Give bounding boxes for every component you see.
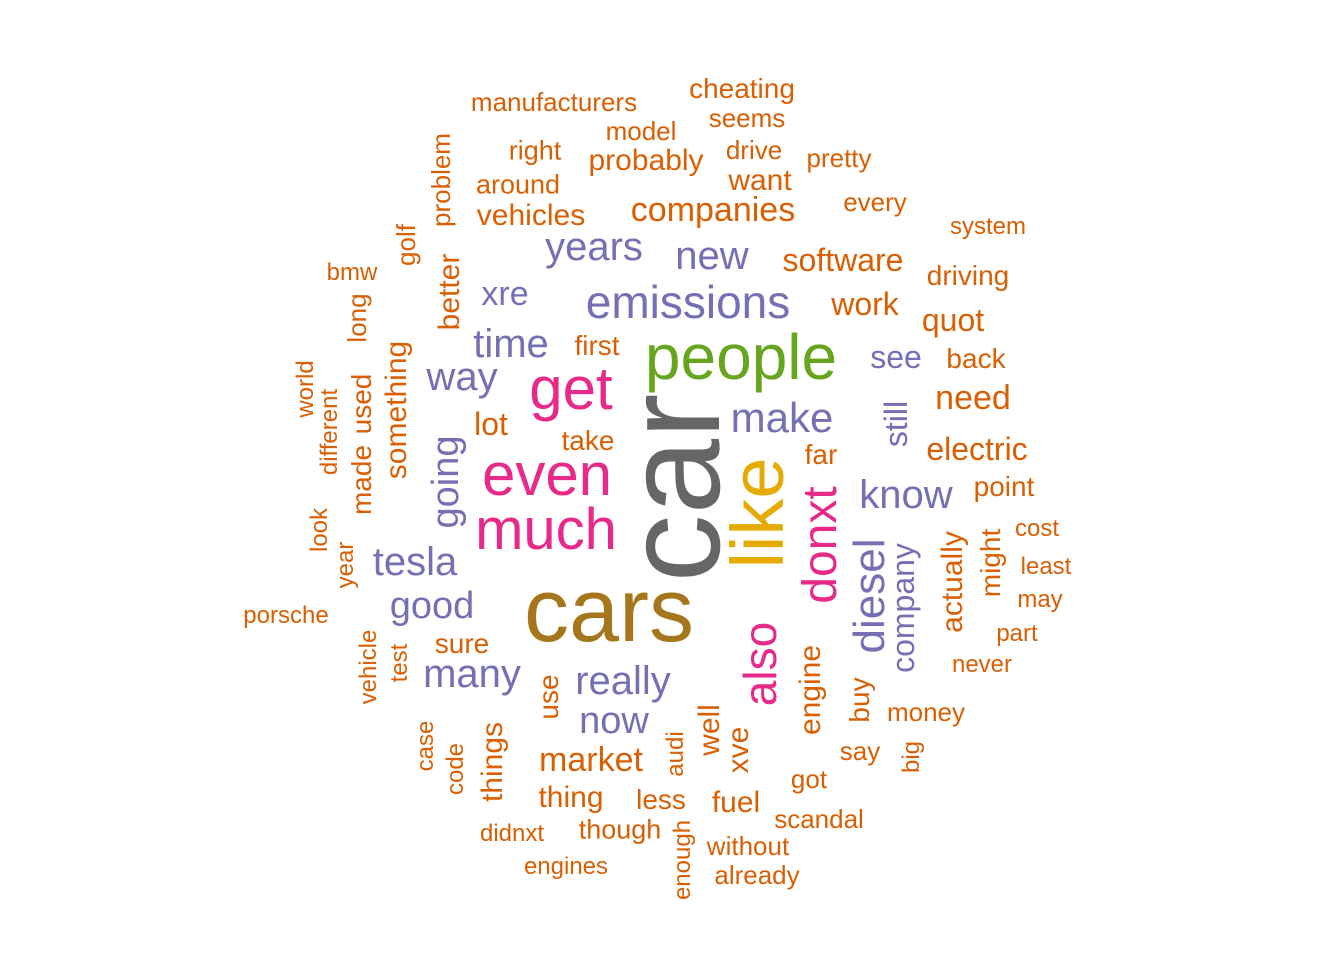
word-better: better — [433, 253, 466, 331]
word-already: already — [714, 860, 800, 890]
word-back: back — [946, 343, 1006, 374]
word-really: really — [575, 659, 671, 703]
word-still: still — [878, 400, 914, 448]
word-pretty: pretty — [806, 143, 872, 173]
word-didnxt: didnxt — [479, 820, 545, 847]
word-people: people — [644, 321, 838, 393]
word-actually: actually — [936, 531, 969, 633]
word-now: now — [579, 700, 649, 742]
word-enough: enough — [669, 819, 696, 901]
word-scandal: scandal — [774, 804, 864, 834]
word-like: like — [716, 457, 799, 569]
word-drive: drive — [725, 135, 783, 165]
word-company: company — [885, 543, 921, 673]
word-world: world — [292, 360, 319, 418]
word-without: without — [706, 831, 790, 861]
word-sure: sure — [434, 628, 490, 659]
word-probably: probably — [588, 144, 704, 177]
word-software: software — [782, 242, 904, 278]
word-far: far — [804, 439, 838, 470]
word-never: never — [951, 651, 1013, 678]
word-much: much — [475, 497, 617, 562]
word-problem: problem — [426, 133, 456, 227]
word-part: part — [996, 620, 1038, 647]
word-look: look — [306, 507, 333, 553]
word-also: also — [734, 621, 786, 707]
word-long: long — [342, 293, 372, 343]
word-new: new — [675, 234, 749, 278]
word-things: things — [476, 721, 509, 803]
word-used: used — [346, 373, 377, 435]
word-year: year — [332, 541, 359, 589]
word-might: might — [975, 528, 1006, 598]
word-driving: driving — [926, 260, 1010, 291]
word-model: model — [605, 116, 677, 146]
word-buy: buy — [844, 677, 875, 723]
word-bmw: bmw — [326, 259, 378, 286]
word-big: big — [898, 740, 925, 774]
word-made: made — [346, 444, 377, 516]
word-every: every — [843, 187, 907, 217]
word-vehicles: vehicles — [476, 199, 586, 232]
word-emissions: emissions — [585, 276, 791, 328]
word-way: way — [426, 355, 498, 399]
word-porsche: porsche — [243, 602, 329, 629]
word-code: code — [442, 742, 469, 796]
word-audi: audi — [662, 731, 689, 777]
word-good: good — [389, 585, 475, 627]
word-tesla: tesla — [372, 540, 458, 584]
word-test: test — [386, 643, 413, 683]
word-need: need — [935, 379, 1011, 417]
word-golf: golf — [391, 224, 421, 266]
word-say: say — [839, 736, 881, 766]
word-years: years — [545, 225, 643, 269]
word-know: know — [859, 473, 953, 517]
word-manufacturers: manufacturers — [470, 87, 638, 117]
word-well: well — [693, 704, 726, 756]
word-money: money — [886, 697, 966, 727]
word-lot: lot — [474, 406, 508, 442]
word-market: market — [539, 741, 643, 779]
word-see: see — [870, 339, 922, 375]
word-engines: engines — [523, 853, 609, 880]
word-even: even — [481, 441, 613, 508]
word-right: right — [508, 135, 562, 166]
word-use: use — [533, 674, 564, 720]
word-got: got — [790, 764, 828, 794]
word-around: around — [475, 169, 561, 200]
word-cost: cost — [1014, 515, 1060, 542]
word-case: case — [412, 720, 439, 772]
word-fuel: fuel — [711, 786, 761, 819]
word-work: work — [831, 286, 899, 322]
word-cheating: cheating — [689, 73, 795, 104]
word-less: less — [636, 784, 686, 815]
word-time: time — [473, 322, 549, 366]
word-make: make — [730, 394, 834, 441]
word-companies: companies — [630, 191, 796, 229]
word-system: system — [949, 213, 1027, 240]
word-xve: xve — [722, 726, 755, 774]
word-cars: cars — [523, 561, 695, 661]
word-get: get — [529, 355, 613, 422]
word-electric: electric — [926, 431, 1028, 467]
word-something: something — [380, 340, 413, 480]
word-donxt: donxt — [794, 486, 847, 604]
word-quot: quot — [921, 302, 985, 338]
word-point: point — [973, 471, 1035, 502]
word-thing: thing — [538, 781, 604, 814]
word-want: want — [728, 164, 792, 197]
word-vehicle: vehicle — [355, 629, 382, 705]
word-seems: seems — [708, 103, 786, 133]
word-may: may — [1017, 586, 1063, 613]
word-going: going — [425, 435, 467, 529]
word-xre: xre — [481, 275, 529, 313]
word-first: first — [574, 330, 620, 361]
word-least: least — [1020, 553, 1072, 580]
word-different: different — [316, 388, 343, 476]
word-take: take — [561, 425, 615, 456]
word-though: though — [578, 814, 662, 845]
word-many: many — [423, 652, 521, 696]
word-engine: engine — [794, 644, 827, 736]
